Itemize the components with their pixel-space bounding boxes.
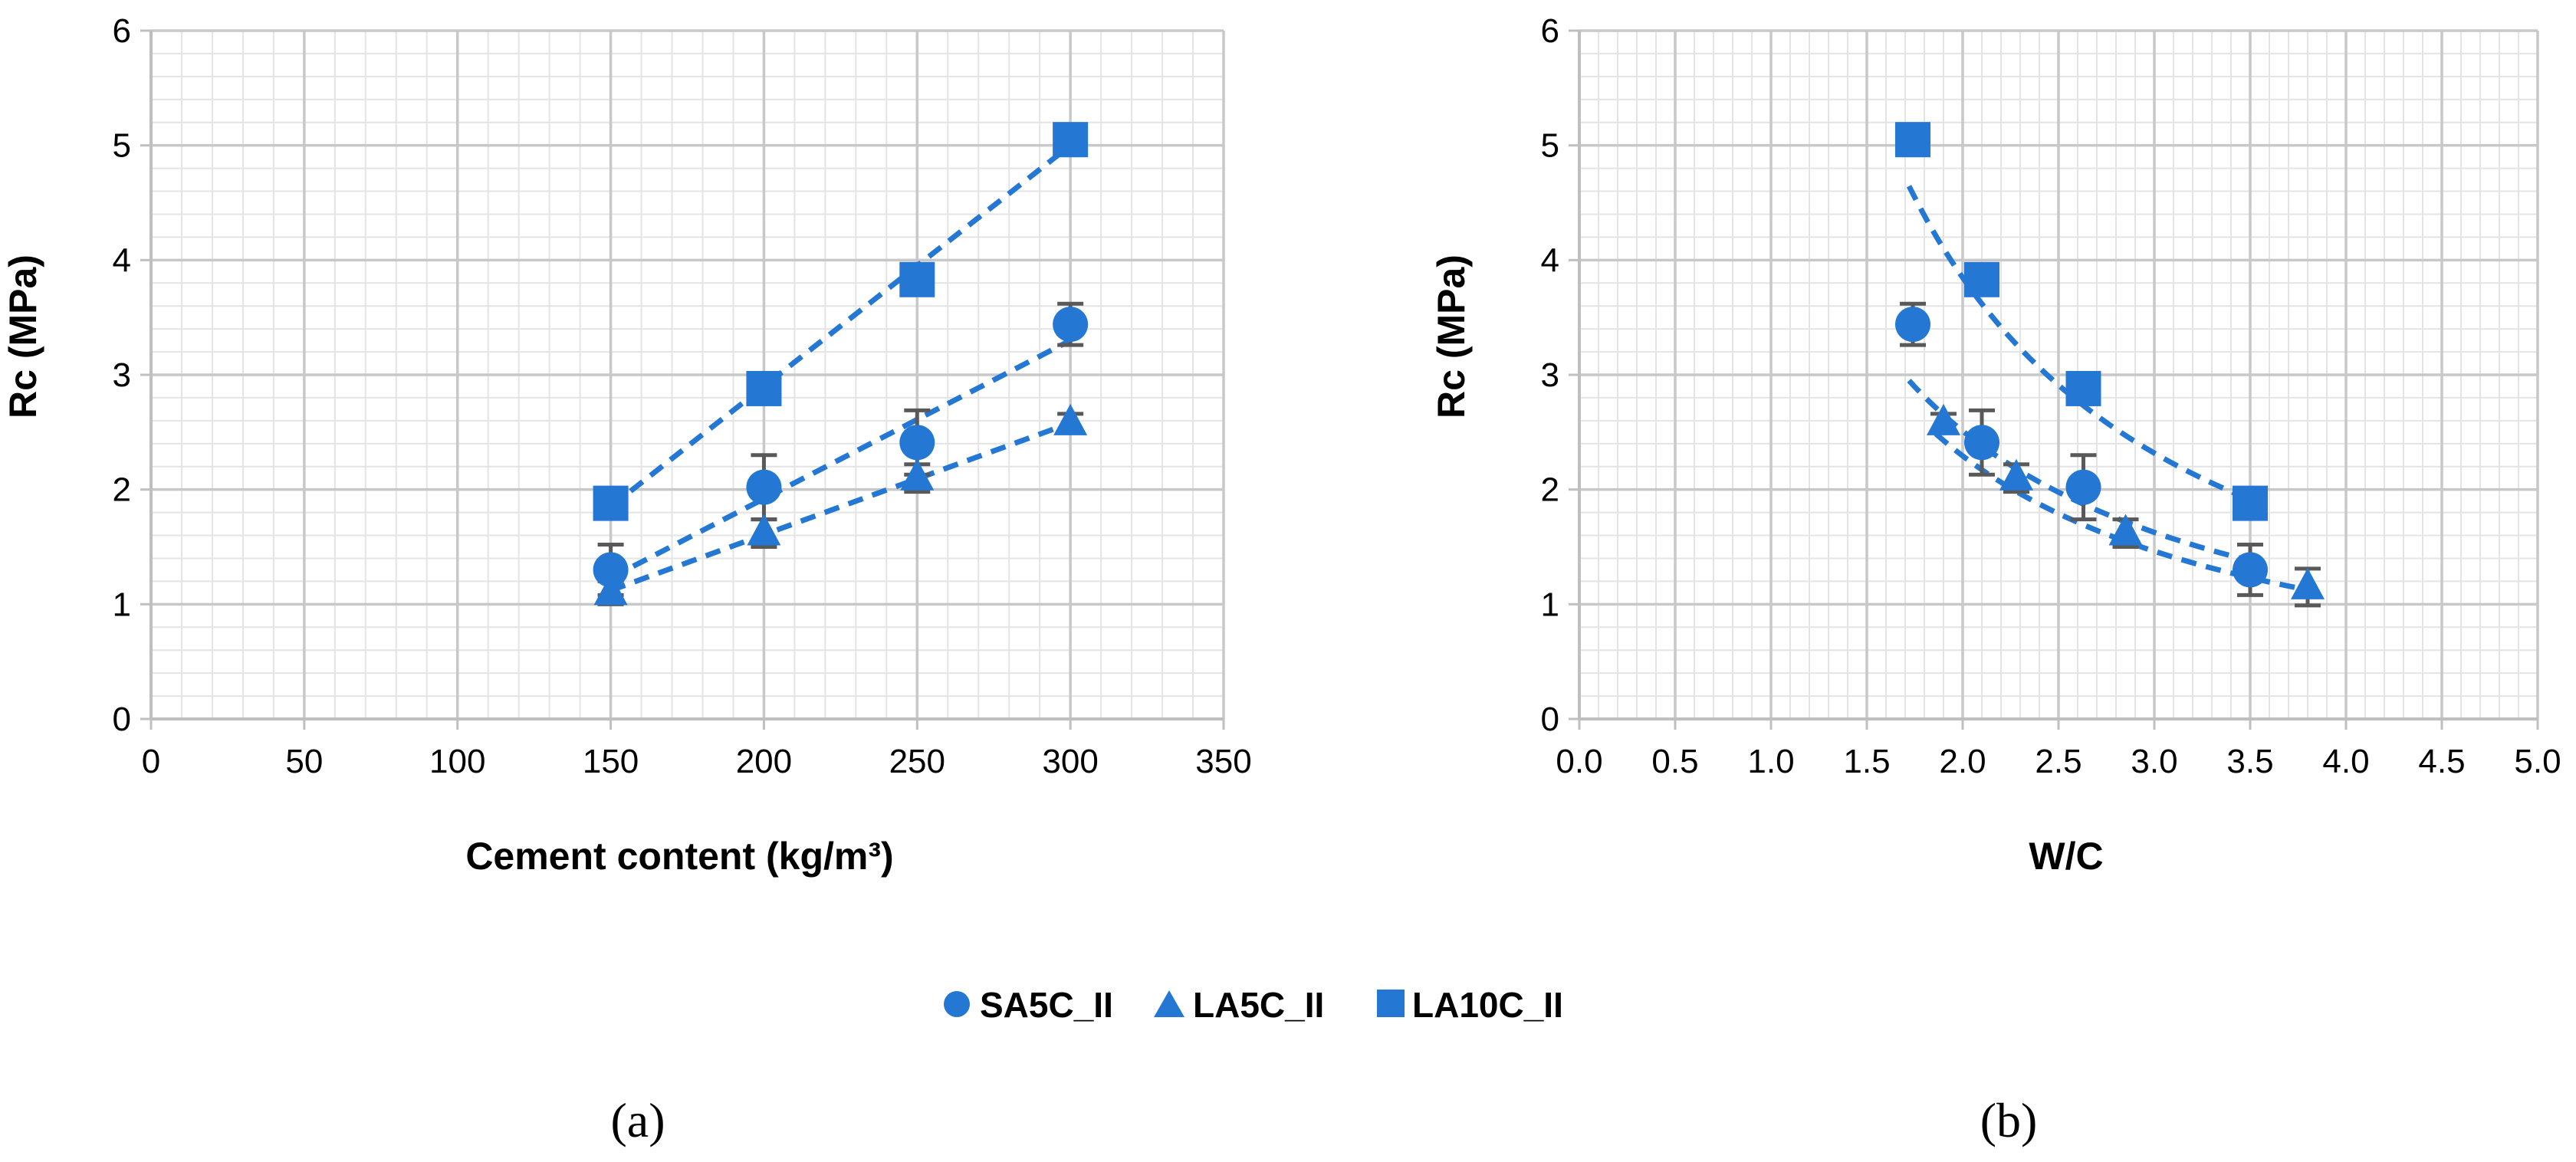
x-tick-label: 1.5 [1843,743,1890,780]
y-tick-label: 0 [1541,701,1559,738]
y-tick-label: 1 [113,586,131,623]
x-axis-title: W/C [2029,835,2103,878]
data-point-la5c-ii [1999,458,2033,491]
trendline-la10c-ii [609,143,1073,509]
x-axis-title: Cement content (kg/m³) [465,835,893,878]
y-tick-label: 0 [113,701,131,738]
data-point-la10c-ii [899,261,935,297]
x-tick-label: 4.0 [2322,743,2369,780]
y-tick-label: 4 [113,241,131,279]
x-tick-label: 4.5 [2418,743,2465,780]
x-tick-label: 250 [889,743,945,780]
data-point-sa5c-ii [2065,469,2101,505]
legend-marker-circle [944,991,970,1017]
x-tick-label: 3.5 [2226,743,2273,780]
y-tick-label: 1 [1541,586,1559,623]
y-tick-label: 2 [113,471,131,509]
x-tick-label: 2.5 [2035,743,2082,780]
data-point-la5c-ii [2291,567,2325,599]
legend: SA5C_II LA5C_II LA10C_II [944,985,1563,1025]
x-tick-label: 0.0 [1556,743,1602,780]
y-tick-label: 5 [1541,127,1559,165]
y-tick-label: 6 [1541,12,1559,50]
chart-a: 0 50 100 150 200 250 300 350 0 1 2 3 4 5 6 Cement conte… [2,12,1252,878]
x-tick-label: 5.0 [2514,743,2561,780]
x-tick-label: 200 [736,743,792,780]
data-point-la5c-ii [1927,403,1960,435]
major-gridlines [1579,29,2539,719]
data-point-la5c-ii [593,573,628,606]
data-point-la5c-ii [747,514,781,546]
legend-label-sa5c: SA5C_II [980,985,1113,1025]
data-point-la10c-ii [593,485,629,521]
x-tick-label: 0.5 [1651,743,1698,780]
legend-marker-square [1377,990,1405,1017]
data-point-sa5c-ii [593,552,629,588]
x-tick-label: 50 [285,743,323,780]
x-tick-label: 300 [1042,743,1098,780]
y-tick-label: 3 [113,356,131,394]
y-tick-label: 5 [113,127,131,165]
x-tick-label: 100 [429,743,485,780]
data-point-la5c-ii [900,458,935,491]
trendline-sa5c-ii [609,337,1072,581]
chart-b: 0.0 0.5 1.0 1.5 2.0 2.5 3.0 3.5 4.0 4.5 5.0 0 1 2 3 4 5 6… [1430,12,2561,878]
x-tick-label: 2.0 [1939,743,1986,780]
data-point-la10c-ii [1964,261,1999,297]
legend-label-la10c: LA10C_II [1412,985,1563,1025]
data-point-la10c-ii [2065,370,2101,406]
data-point-la10c-ii [1895,122,1930,158]
data-point-sa5c-ii [1895,307,1930,343]
legend-marker-triangle [1154,990,1184,1017]
data-point-la5c-ii [2108,514,2143,546]
data-point-sa5c-ii [2233,552,2268,588]
data-point-sa5c-ii [746,469,782,505]
y-tick-label: 6 [113,12,131,50]
y-axis-title: Rc (MPa) [2,254,44,419]
data-point-sa5c-ii [1053,307,1089,343]
trendline-la5c-ii [610,420,1072,593]
data-point-la10c-ii [1053,122,1089,158]
y-tick-label: 2 [1541,471,1559,509]
data-point-sa5c-ii [1964,425,1999,461]
x-tick-label: 3.0 [2131,743,2177,780]
y-tick-label: 4 [1541,241,1559,279]
x-tick-label: 0 [142,743,160,780]
caption-a: (a) [610,1093,665,1147]
x-tick-label: 1.0 [1747,743,1794,780]
data-point-la10c-ii [2233,485,2268,521]
y-axis-title: Rc (MPa) [1430,254,1473,419]
caption-b: (b) [1980,1093,2038,1147]
data-point-la10c-ii [746,370,782,406]
legend-label-la5c: LA5C_II [1193,985,1324,1025]
data-point-sa5c-ii [899,425,935,461]
y-tick-label: 3 [1541,356,1559,394]
x-tick-label: 150 [583,743,639,780]
x-tick-label: 350 [1195,743,1251,780]
data-point-la5c-ii [1053,403,1088,435]
